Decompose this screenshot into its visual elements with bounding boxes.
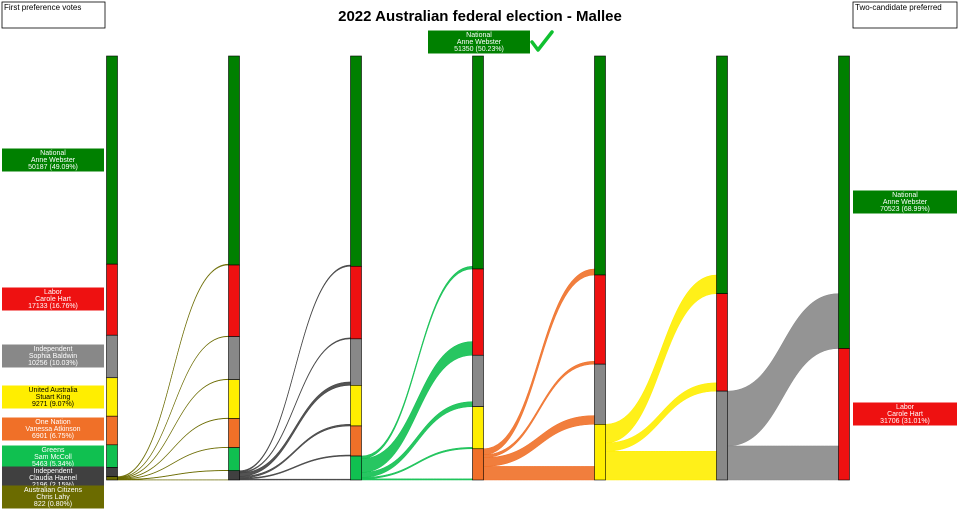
winner-label-box — [428, 30, 530, 54]
first-preference-label-candidate: Sam McColl — [34, 454, 72, 461]
transfer-flow — [239, 478, 351, 481]
left-heading: First preference votes — [4, 3, 81, 12]
count-bar — [472, 268, 484, 356]
first-preference-label-candidate: Claudia Haenel — [29, 475, 77, 482]
final-label-candidate: Anne Webster — [883, 199, 928, 206]
count-bar — [472, 354, 484, 407]
right-heading: Two-candidate preferred — [855, 3, 942, 12]
final-label-box — [853, 402, 957, 426]
final-label-party: National — [892, 192, 918, 199]
first-preference-label-box — [2, 445, 104, 469]
first-preference-label-candidate: Anne Webster — [31, 157, 76, 164]
first-preference-label-box — [2, 417, 104, 441]
first-preference-label-votes: 10256 (10.03%) — [28, 360, 78, 367]
count-bar — [228, 447, 240, 472]
final-label-votes: 31706 (31.01%) — [880, 418, 930, 425]
first-preference-label-candidate: Vanessa Atkinson — [25, 426, 80, 433]
winner-check — [530, 30, 554, 52]
transfer-flow — [361, 478, 473, 481]
first-preference-label-candidate: Sophia Baldwin — [29, 353, 77, 360]
first-preference-label-party: Labor — [44, 289, 63, 296]
count-bar — [106, 263, 118, 336]
winner-label-party: National — [466, 32, 492, 39]
count-bar — [838, 55, 850, 349]
final-label-box — [853, 190, 957, 214]
first-preference-label-party: Australian Citizens — [24, 487, 82, 494]
count-bar — [228, 55, 240, 266]
first-preference-label-candidate: Stuart King — [36, 394, 71, 401]
winner-label-candidate: Anne Webster — [457, 39, 502, 46]
first-preference-label-votes: 50187 (49.09%) — [28, 164, 78, 171]
bars — [106, 55, 850, 481]
count-bar — [228, 470, 240, 481]
count-bar — [472, 406, 484, 450]
left-heading-box — [1, 1, 106, 29]
chart-title: 2022 Australian federal election - Malle… — [338, 8, 622, 25]
count-bar — [106, 377, 118, 417]
first-preference-label-votes: 9271 (9.07%) — [32, 401, 74, 408]
count-bar — [594, 363, 606, 425]
transfer-flow — [483, 466, 595, 481]
first-preference-label-votes: 6901 (6.75%) — [32, 433, 74, 440]
transfer-flow — [605, 451, 717, 481]
count-bar — [350, 455, 362, 481]
first-preference-label-votes: 822 (0.80%) — [34, 501, 72, 508]
first-preference-label-party: Greens — [42, 447, 65, 454]
first-preference-label-party: Independent — [34, 346, 73, 353]
count-bar — [594, 424, 606, 481]
count-bar — [350, 425, 362, 457]
first-preference-label-votes: 2196 (2.15%) — [32, 482, 74, 489]
final-label-candidate: Carole Hart — [887, 411, 923, 418]
first-preference-label-box — [2, 148, 104, 172]
first-preference-label-party: Independent — [34, 468, 73, 475]
first-preference-label-box — [2, 344, 104, 368]
count-bar — [716, 55, 728, 294]
transfer-flow — [727, 445, 839, 481]
count-bar — [716, 390, 728, 481]
count-bar — [106, 415, 118, 446]
count-bar — [838, 348, 850, 481]
first-preference-label-candidate: Carole Hart — [35, 296, 71, 303]
count-bar — [350, 385, 362, 427]
count-bar — [106, 334, 118, 379]
first-preference-label-votes: 17133 (16.76%) — [28, 303, 78, 310]
count-bar — [228, 264, 240, 337]
first-preference-label-box — [2, 466, 104, 490]
winner-label-votes: 51350 (50.23%) — [454, 46, 504, 53]
count-bar — [716, 293, 728, 392]
count-bar — [594, 274, 606, 365]
count-bar — [350, 338, 362, 386]
count-bar — [106, 467, 118, 477]
count-bar — [472, 55, 484, 270]
first-preference-label-party: United Australia — [28, 387, 77, 394]
count-bar — [594, 55, 606, 276]
first-preference-label-box — [2, 385, 104, 409]
count-bar — [350, 55, 362, 267]
count-bar — [228, 336, 240, 380]
count-bar — [228, 418, 240, 448]
flows — [117, 263, 839, 481]
count-bar — [106, 55, 118, 265]
count-bar — [472, 448, 484, 481]
count-bar — [228, 379, 240, 419]
right-heading-box — [852, 1, 958, 29]
count-bar — [106, 444, 118, 468]
final-label-votes: 70523 (68.99%) — [880, 206, 930, 213]
count-bar — [106, 476, 118, 481]
first-preference-label-party: National — [40, 150, 66, 157]
count-bar — [350, 265, 362, 340]
first-preference-label-party: One Nation — [35, 419, 71, 426]
first-preference-label-votes: 5463 (5.34%) — [32, 461, 74, 468]
first-preference-label-candidate: Chris Lahy — [36, 494, 70, 501]
first-preference-label-box — [2, 485, 104, 509]
final-label-party: Labor — [896, 404, 915, 411]
first-preference-label-box — [2, 287, 104, 311]
